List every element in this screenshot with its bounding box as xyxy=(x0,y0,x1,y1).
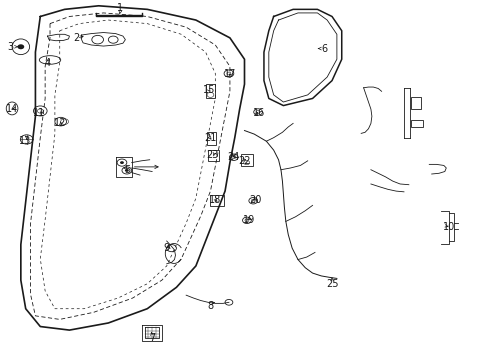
Text: 9: 9 xyxy=(163,243,169,253)
Text: 2: 2 xyxy=(74,33,80,43)
Text: 11: 11 xyxy=(33,108,45,118)
Text: 4: 4 xyxy=(44,58,51,68)
Text: 13: 13 xyxy=(19,136,31,146)
Circle shape xyxy=(124,169,128,172)
Text: 7: 7 xyxy=(149,333,155,343)
Text: 25: 25 xyxy=(325,279,338,289)
Text: 10: 10 xyxy=(442,222,454,232)
Text: 1: 1 xyxy=(117,3,123,13)
Text: 5: 5 xyxy=(124,165,131,175)
Text: 21: 21 xyxy=(204,132,216,143)
Text: 15: 15 xyxy=(203,85,215,95)
Text: 16: 16 xyxy=(252,108,264,118)
Text: 8: 8 xyxy=(207,301,213,311)
Bar xyxy=(240,154,252,166)
Text: 6: 6 xyxy=(321,44,327,54)
Text: 24: 24 xyxy=(227,152,240,162)
Circle shape xyxy=(120,161,123,164)
Text: 22: 22 xyxy=(238,156,250,166)
Bar xyxy=(205,84,215,98)
Text: 14: 14 xyxy=(6,104,18,114)
Bar xyxy=(206,132,216,145)
Text: 23: 23 xyxy=(206,150,219,161)
Text: 18: 18 xyxy=(209,195,221,205)
Text: 12: 12 xyxy=(54,118,66,129)
Text: 3: 3 xyxy=(7,42,13,52)
Text: 20: 20 xyxy=(248,195,261,205)
Bar xyxy=(210,195,224,206)
Bar xyxy=(410,120,422,127)
Bar xyxy=(207,150,218,161)
Text: 19: 19 xyxy=(243,215,255,225)
Text: 17: 17 xyxy=(224,68,236,78)
Bar xyxy=(410,97,420,109)
Circle shape xyxy=(18,44,24,49)
